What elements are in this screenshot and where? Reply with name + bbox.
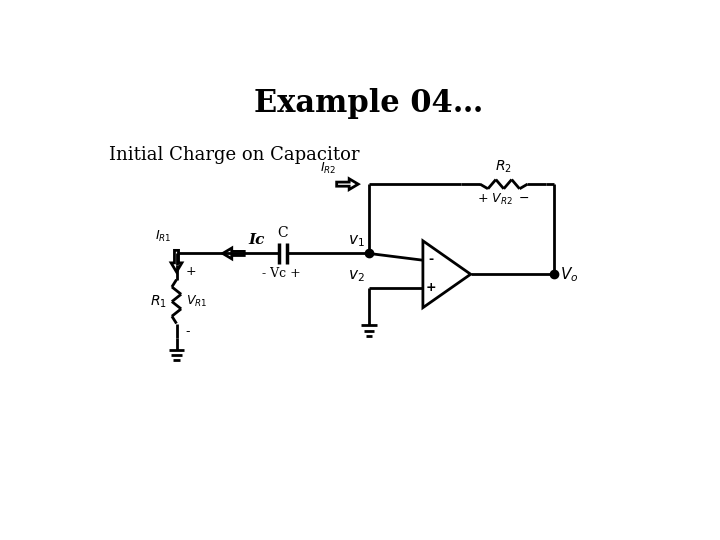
Polygon shape <box>171 251 182 272</box>
Text: Initial Charge on Capacitor: Initial Charge on Capacitor <box>109 146 359 164</box>
Text: $V_{R1}$: $V_{R1}$ <box>186 294 207 309</box>
Text: $V_o$: $V_o$ <box>560 265 578 284</box>
Text: Ic: Ic <box>248 233 264 247</box>
Text: $R_1$: $R_1$ <box>150 293 167 310</box>
Text: $v_1$: $v_1$ <box>348 233 364 249</box>
Text: $I_{R2}$: $I_{R2}$ <box>320 161 337 177</box>
Text: Example 04…: Example 04… <box>254 88 484 119</box>
Text: $I_{R1}$: $I_{R1}$ <box>156 229 172 244</box>
Text: $+ \ V_{R2} \ -$: $+ \ V_{R2} \ -$ <box>477 192 530 207</box>
Text: $R_2$: $R_2$ <box>495 159 512 175</box>
Text: -: - <box>186 326 190 339</box>
Polygon shape <box>222 248 244 259</box>
Text: -: - <box>428 253 433 266</box>
Text: C: C <box>277 226 288 240</box>
Polygon shape <box>337 179 359 190</box>
Text: +: + <box>186 265 197 278</box>
Text: - Vc +: - Vc + <box>262 267 300 280</box>
Text: $v_2$: $v_2$ <box>348 268 364 284</box>
Text: +: + <box>426 281 436 294</box>
